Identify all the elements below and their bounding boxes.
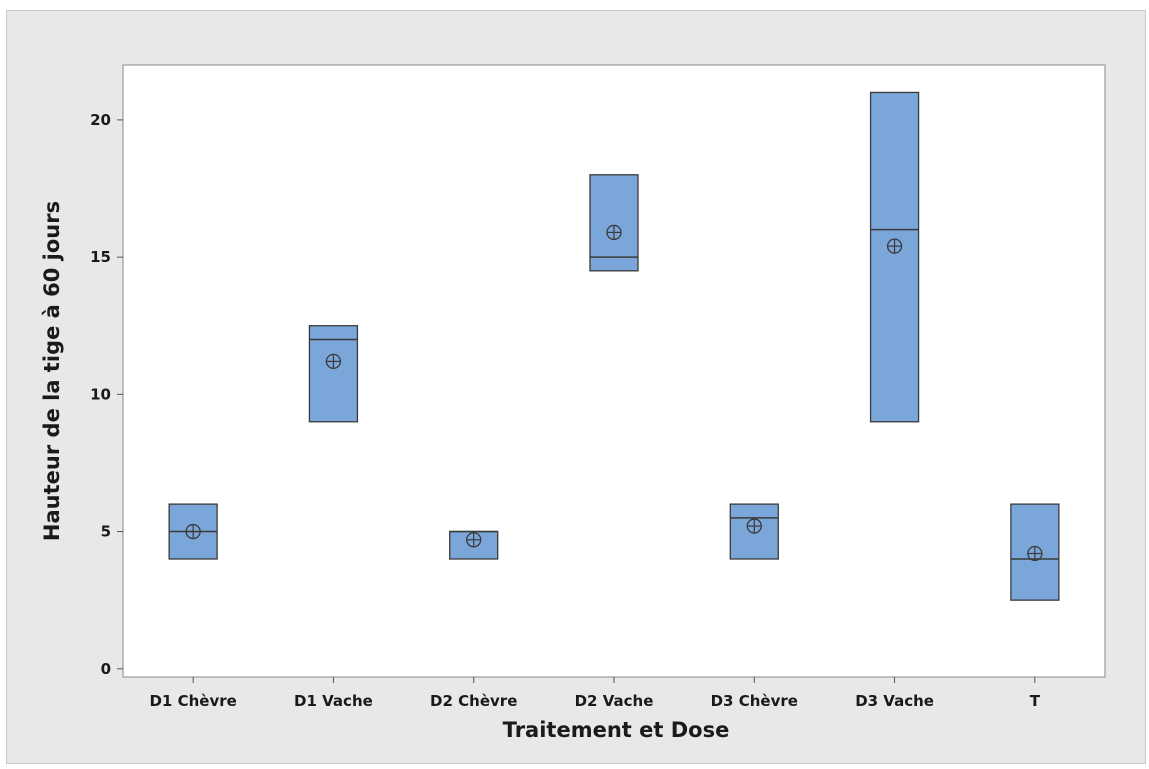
plot-panel [122,64,1106,678]
x-axis: D1 Chèvre D1 Vache D2 Chèvre D2 Vache D3 Chè… [149,677,1041,710]
box [589,174,639,272]
y-axis: 0 5 10 15 20 [90,111,123,678]
x-tick-label: D3 Vache [855,692,934,710]
box [869,91,920,423]
x-axis-title: Traitement et Dose [503,718,730,742]
x-tick-label: T [1030,692,1041,710]
x-tick-label: D3 Chèvre [711,692,798,710]
y-tick-label: 0 [101,660,111,678]
box-plot-chart: 0 5 10 15 20 D1 Chèvre D1 Vache D2 Chèvre D2 Va… [40,64,1106,742]
y-axis-title: Hauteur de la tige à 60 jours [40,201,64,541]
box [308,325,359,423]
y-tick-label: 20 [90,111,111,129]
x-tick-label: D1 Chèvre [149,692,236,710]
x-tick-label: D2 Chèvre [430,692,517,710]
x-tick-label: D1 Vache [294,692,373,710]
chart-frame: 0 5 10 15 20 D1 Chèvre D1 Vache D2 Chèvre D2 Va… [6,10,1146,764]
y-tick-label: 5 [101,523,111,541]
y-tick-label: 15 [90,248,111,266]
boxes-group [168,91,1060,601]
x-tick-label: D2 Vache [575,692,654,710]
y-tick-label: 10 [90,385,111,403]
